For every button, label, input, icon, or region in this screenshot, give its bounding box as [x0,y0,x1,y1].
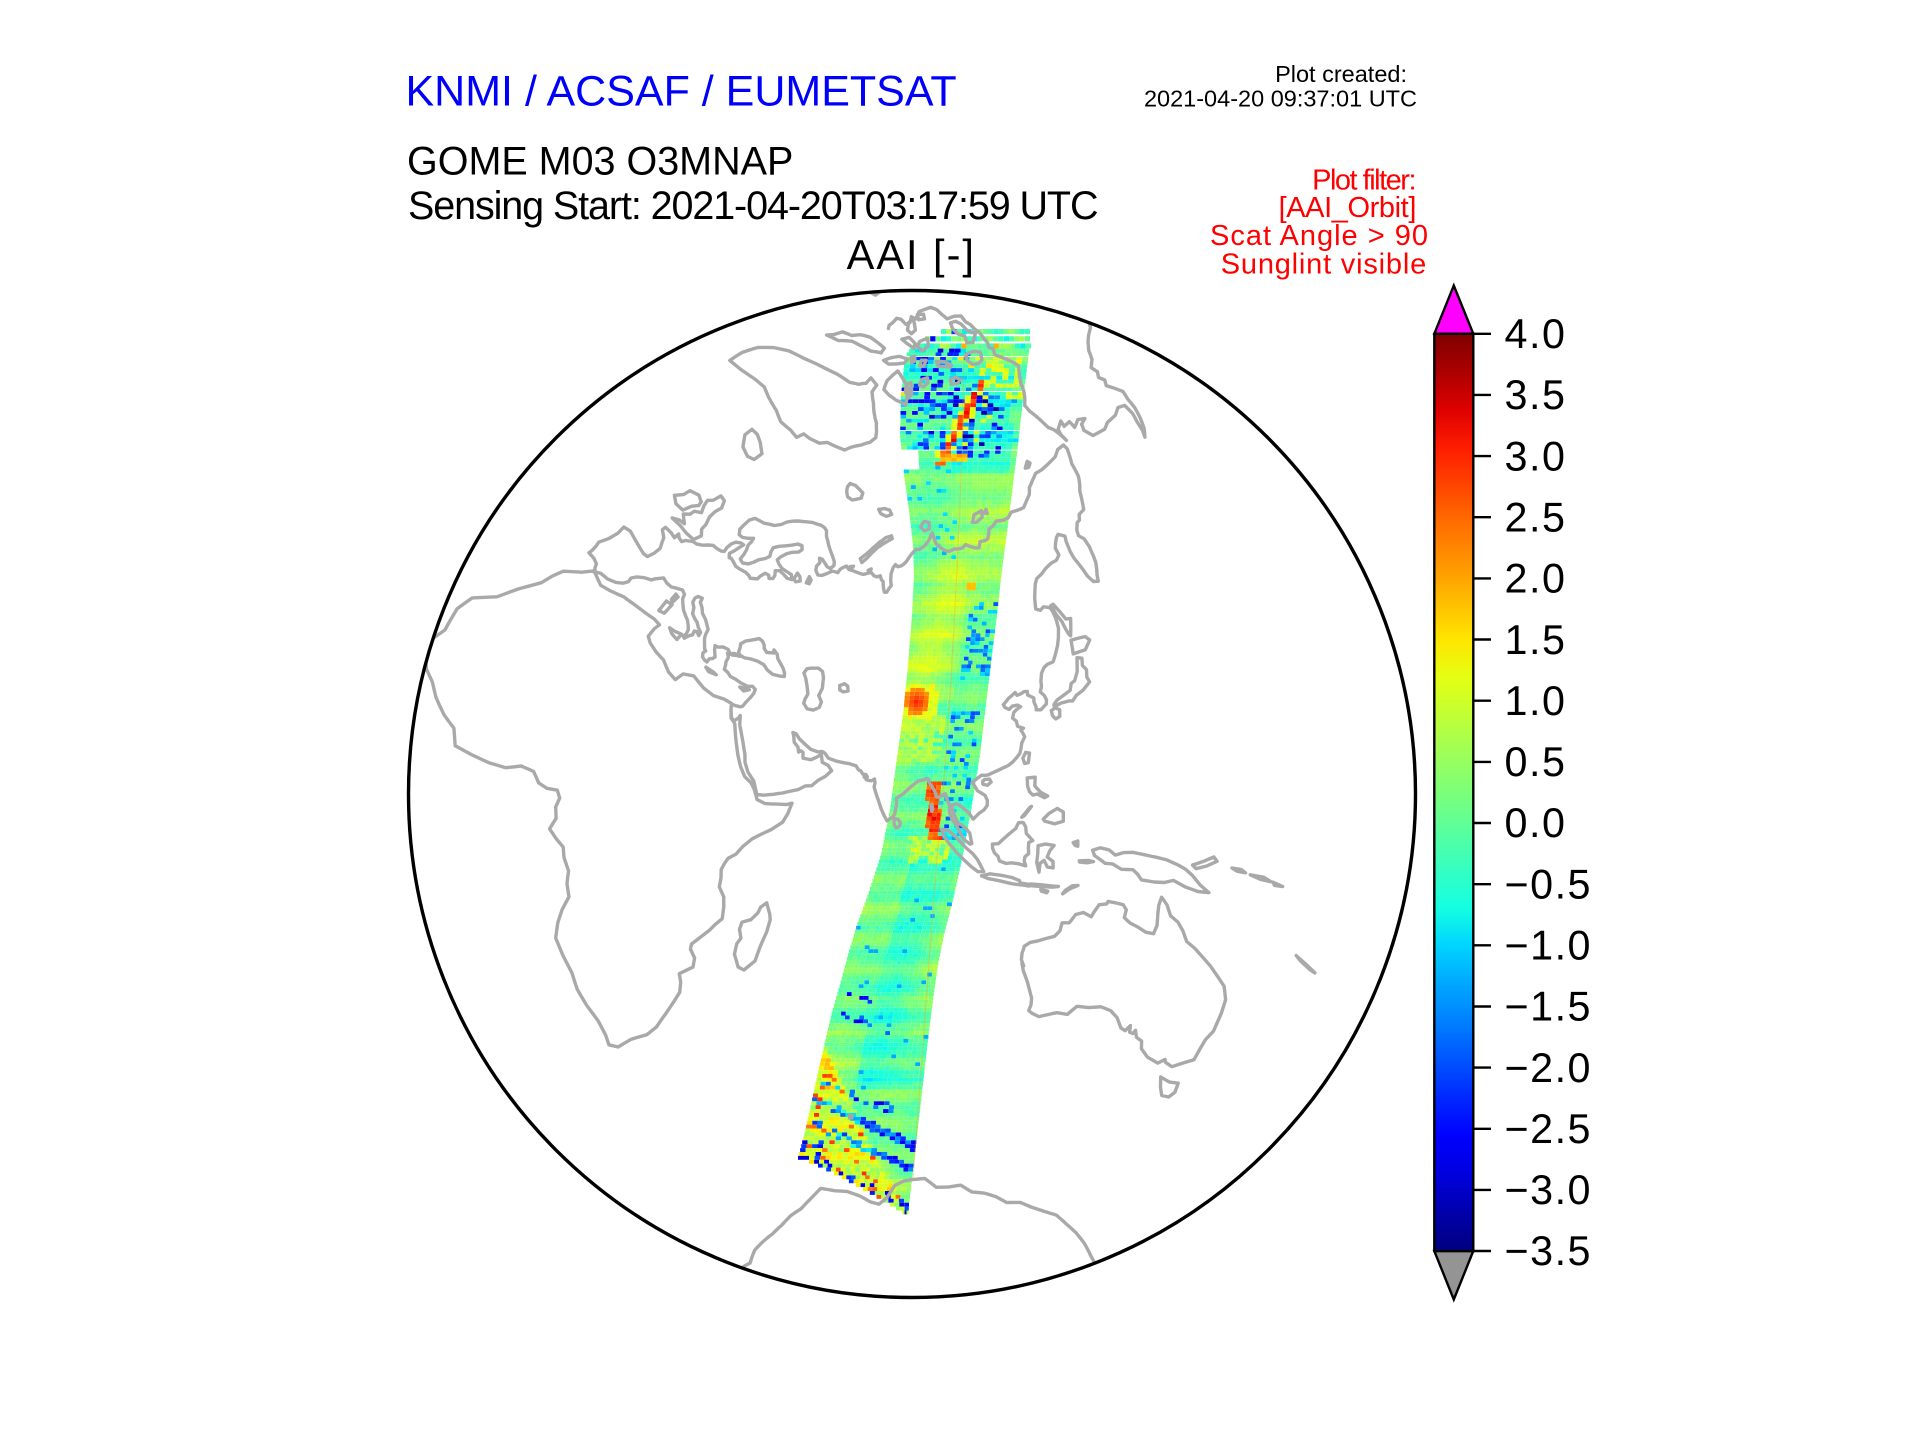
svg-text:[AAI_Orbit]: [AAI_Orbit] [1279,192,1416,224]
svg-text:−2.5: −2.5 [1505,1106,1593,1152]
svg-text:Scat Angle > 90: Scat Angle > 90 [1210,220,1429,252]
svg-text:−1.0: −1.0 [1505,923,1593,969]
svg-text:2.5: 2.5 [1505,495,1567,541]
svg-text:Plot created:: Plot created: [1275,61,1407,87]
svg-text:0.0: 0.0 [1505,800,1567,846]
svg-text:Sunglint visible: Sunglint visible [1221,249,1427,281]
svg-text:1.5: 1.5 [1505,617,1567,663]
svg-text:3.5: 3.5 [1505,372,1567,418]
svg-text:1.0: 1.0 [1505,678,1567,724]
svg-text:0.5: 0.5 [1505,739,1567,785]
svg-text:Plot filter:: Plot filter: [1312,165,1415,197]
svg-text:AAI [-]: AAI [-] [847,231,976,278]
svg-text:−1.5: −1.5 [1505,984,1593,1030]
svg-text:2021-04-20 09:37:01 UTC: 2021-04-20 09:37:01 UTC [1144,86,1417,112]
svg-text:4.0: 4.0 [1505,311,1567,357]
svg-text:−2.0: −2.0 [1505,1045,1593,1091]
svg-text:GOME M03 O3MNAP: GOME M03 O3MNAP [407,140,793,184]
svg-text:−0.5: −0.5 [1505,861,1593,907]
svg-text:−3.5: −3.5 [1505,1228,1593,1274]
svg-text:KNMI / ACSAF / EUMETSAT: KNMI / ACSAF / EUMETSAT [406,68,957,116]
svg-text:−3.0: −3.0 [1505,1167,1593,1213]
svg-text:2.0: 2.0 [1505,556,1567,602]
svg-text:Sensing Start: 2021-04-20T03:1: Sensing Start: 2021-04-20T03:17:59 UTC [408,184,1098,228]
svg-text:3.0: 3.0 [1505,433,1567,479]
